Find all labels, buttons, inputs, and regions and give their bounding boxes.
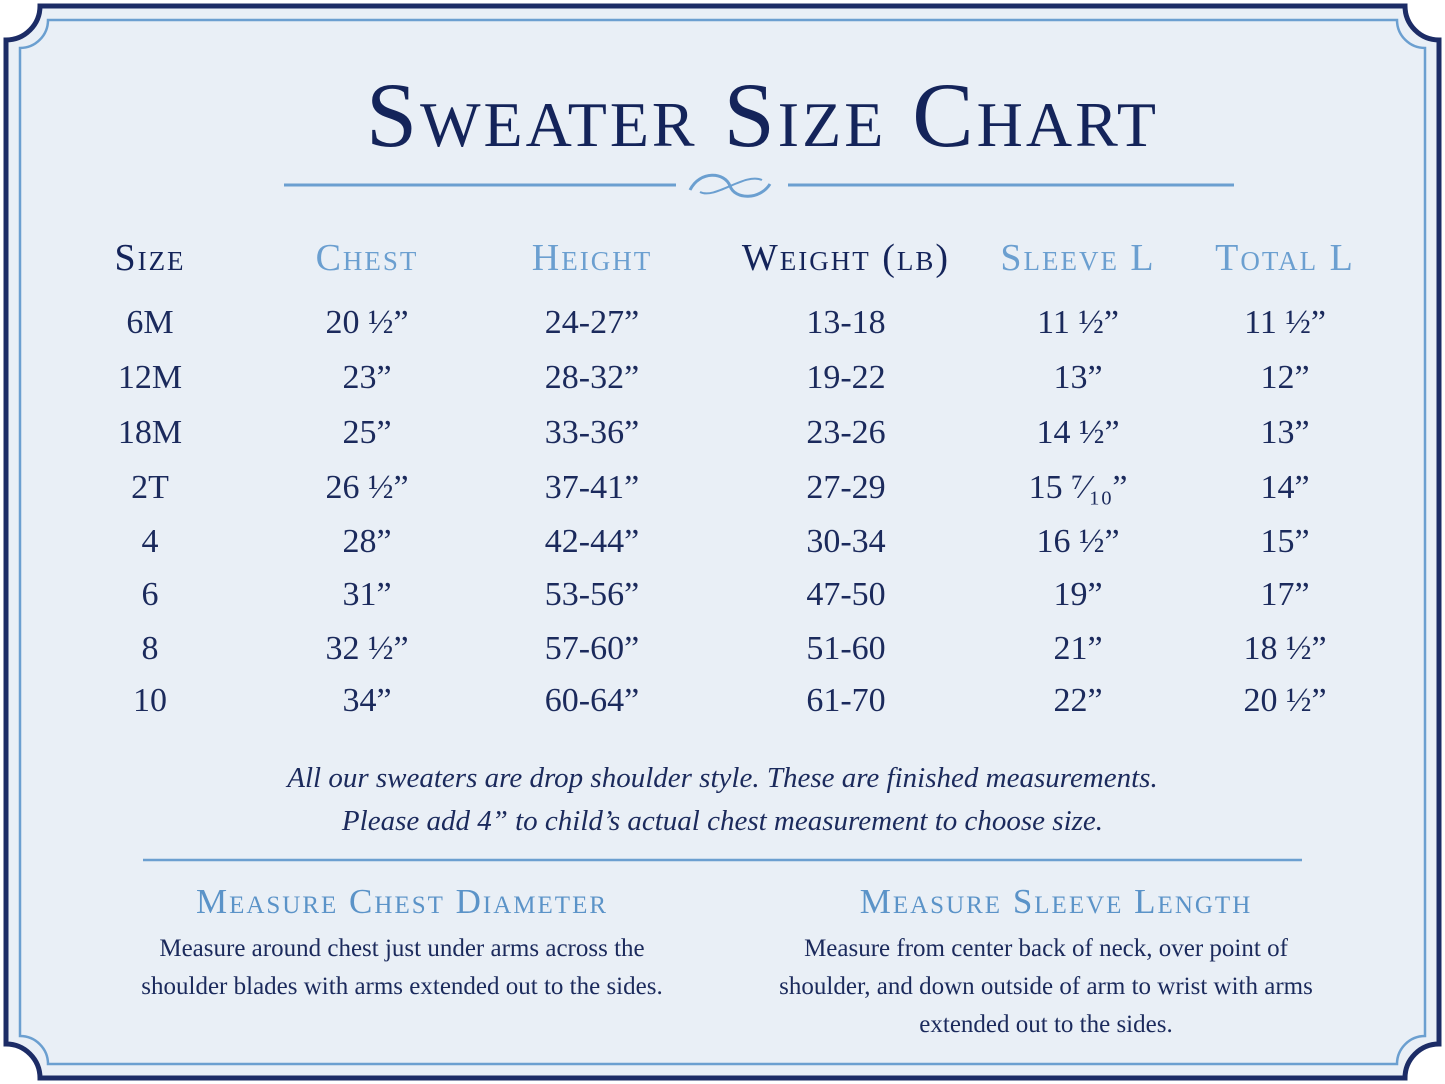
table-cell: 34” [342,682,392,719]
table-cell: 51-60 [806,630,886,667]
section-title: Measure Sleeve Length [859,882,1253,921]
column-header: Weight (lb) [741,237,951,279]
table-cell: 15” [1260,523,1310,560]
table-cell: 23” [342,359,392,396]
table-cell: 18 ½” [1243,630,1327,667]
table-cell: 14” [1260,469,1310,506]
table-cell: 27-29 [806,469,886,506]
table-cell: 8 [141,630,159,667]
table-cell: 13” [1260,414,1310,451]
table-cell: 6M [126,304,174,341]
column-header: Sleeve L [1000,237,1156,279]
section-title: Measure Chest Diameter [195,882,609,921]
table-cell: 31” [342,576,392,613]
table-cell: 42-44” [544,523,640,560]
table-cell: 16 ½” [1036,523,1120,560]
table-cell: 14 ½” [1036,414,1120,451]
table-cell: 18M [117,414,183,451]
column-header: Height [531,237,653,279]
table-cell: 25” [342,414,392,451]
section-body: Measure from center back of neck, over p… [779,935,1313,1038]
note: Please add 4” to child’s actual chest me… [341,805,1104,837]
section-body: Measure around chest just under arms acr… [141,935,663,1000]
table-cell: 2T [131,469,169,506]
column-header: Size [114,237,186,279]
table-cell: 24-27” [544,304,640,341]
table-cell: 57-60” [544,630,640,667]
table-cell: 17” [1260,576,1310,613]
note: All our sweaters are drop shoulder style… [287,762,1158,794]
table-cell: 13-18 [806,304,886,341]
table-cell: 32 ½” [325,630,409,667]
table-cell: 21” [1053,630,1103,667]
table-cell: 26 ½” [325,469,409,506]
table-cell: 33-36” [544,414,640,451]
column-header: Chest [315,237,419,279]
title: Sweater Size Chart [365,64,1160,166]
table-cell: 53-56” [544,576,640,613]
table-cell: 10 [133,682,167,719]
table-cell: 12” [1260,359,1310,396]
table-cell: 6 [141,576,159,613]
table-cell: 23-26 [806,414,886,451]
table-cell: 20 ½” [1243,682,1327,719]
table-cell: 11 ½” [1037,304,1119,341]
table-cell: 28” [342,523,392,560]
table-cell: 20 ½” [325,304,409,341]
table-cell: 60-64” [544,682,640,719]
table-cell: 19” [1053,576,1103,613]
table-cell: 61-70 [806,682,886,719]
column-header: Total L [1215,237,1355,279]
table-cell: 15 ⁷⁄₁₀” [1028,469,1128,506]
table-cell: 12M [117,359,183,396]
table-cell: 13” [1053,359,1103,396]
table-cell: 28-32” [544,359,640,396]
table-cell: 47-50 [806,576,886,613]
table-cell: 37-41” [544,469,640,506]
table-cell: 4 [141,523,159,560]
table-cell: 30-34 [806,523,886,560]
table-cell: 11 ½” [1244,304,1326,341]
table-cell: 19-22 [806,359,886,396]
table-cell: 22” [1053,682,1103,719]
